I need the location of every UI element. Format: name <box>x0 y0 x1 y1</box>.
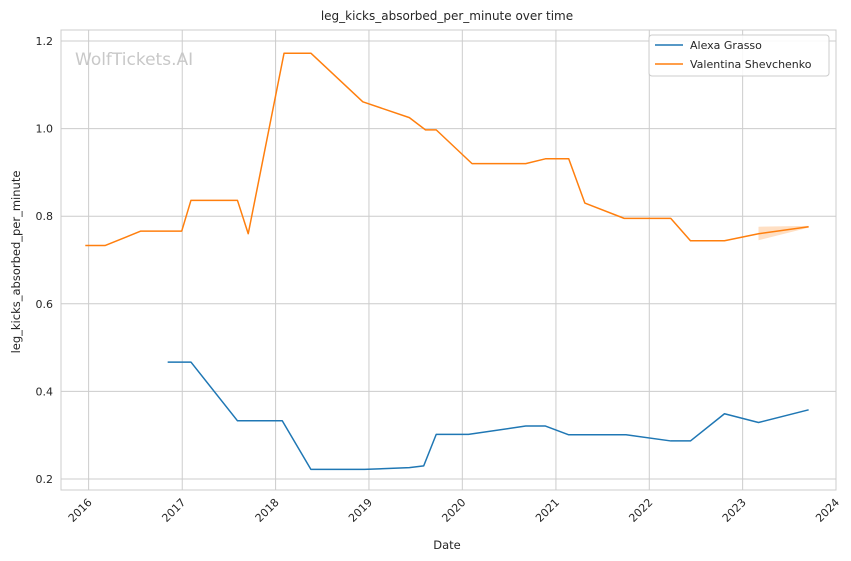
legend-box <box>648 34 830 77</box>
plot-frame <box>60 29 837 491</box>
y-tick-label: 0.2 <box>36 473 54 486</box>
y-tick-label: 0.6 <box>36 298 54 311</box>
chart-title: leg_kicks_absorbed_per_minute over time <box>321 9 573 23</box>
series-line <box>85 52 809 247</box>
legend-label: Alexa Grasso <box>690 39 762 52</box>
y-tick-label: 0.4 <box>36 385 54 398</box>
series-layer <box>85 52 809 471</box>
legend-label: Valentina Shevchenko <box>690 58 812 71</box>
series-line <box>167 361 809 471</box>
watermark: WolfTickets.AI <box>75 50 193 70</box>
y-tick-label: 1.2 <box>36 35 54 48</box>
grid <box>61 30 837 490</box>
y-tick-label: 1.0 <box>36 123 54 136</box>
y-axis-label: leg_kicks_absorbed_per_minute <box>9 171 23 354</box>
x-axis-label: Date <box>433 538 461 552</box>
legend: Alexa Grasso Valentina Shevchenko <box>648 34 830 77</box>
y-tick-label: 0.8 <box>36 210 54 223</box>
confidence-band <box>758 225 809 241</box>
